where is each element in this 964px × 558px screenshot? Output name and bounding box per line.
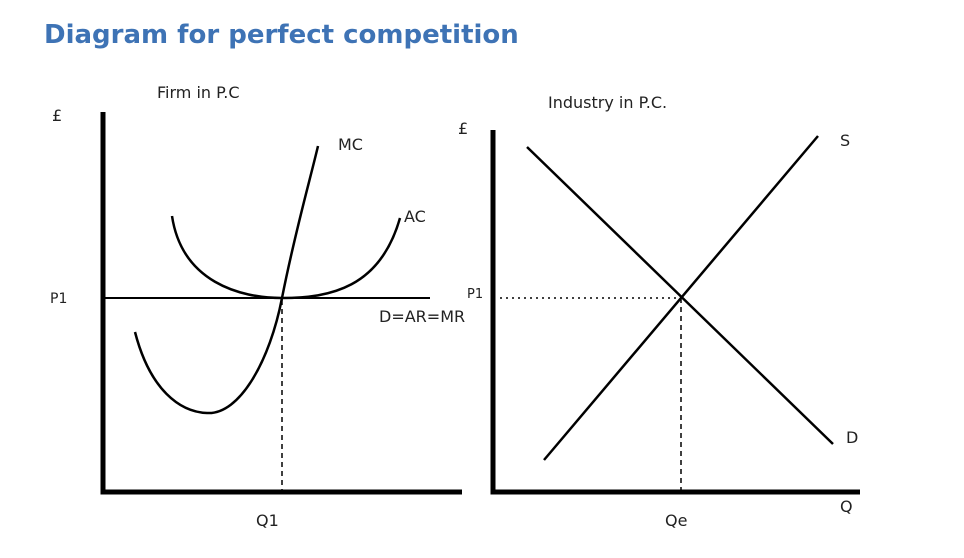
slide-title: Diagram for perfect competition [44, 20, 519, 50]
industry-x-axis-label: Q [840, 497, 853, 516]
firm-ac-curve [170, 215, 402, 300]
firm-demand-label: D=AR=MR [379, 307, 465, 326]
firm-mc-label: MC [338, 135, 363, 154]
industry-panel-title: Industry in P.C. [548, 93, 667, 112]
firm-axes [100, 112, 462, 495]
firm-panel-title: Firm in P.C [157, 83, 240, 102]
industry-demand-line [526, 146, 834, 445]
industry-quantity-label: Qe [665, 511, 687, 530]
firm-quantity-label: Q1 [256, 511, 279, 530]
industry-y-axis-label: £ [458, 119, 468, 138]
industry-demand-label: D [846, 428, 858, 447]
firm-price-label: P1 [50, 291, 67, 307]
firm-panel: Firm in P.C £ D=AR=MR P1 AC MC Q1 [50, 83, 465, 530]
industry-price-label: P1 [467, 287, 483, 302]
industry-panel: Industry in P.C. £ Q D S P1 Qe [458, 93, 860, 530]
industry-axes [490, 130, 860, 495]
firm-y-axis-label: £ [52, 106, 62, 125]
firm-ac-label: AC [404, 207, 426, 226]
firm-mc-curve [133, 145, 320, 415]
industry-supply-label: S [840, 131, 850, 150]
